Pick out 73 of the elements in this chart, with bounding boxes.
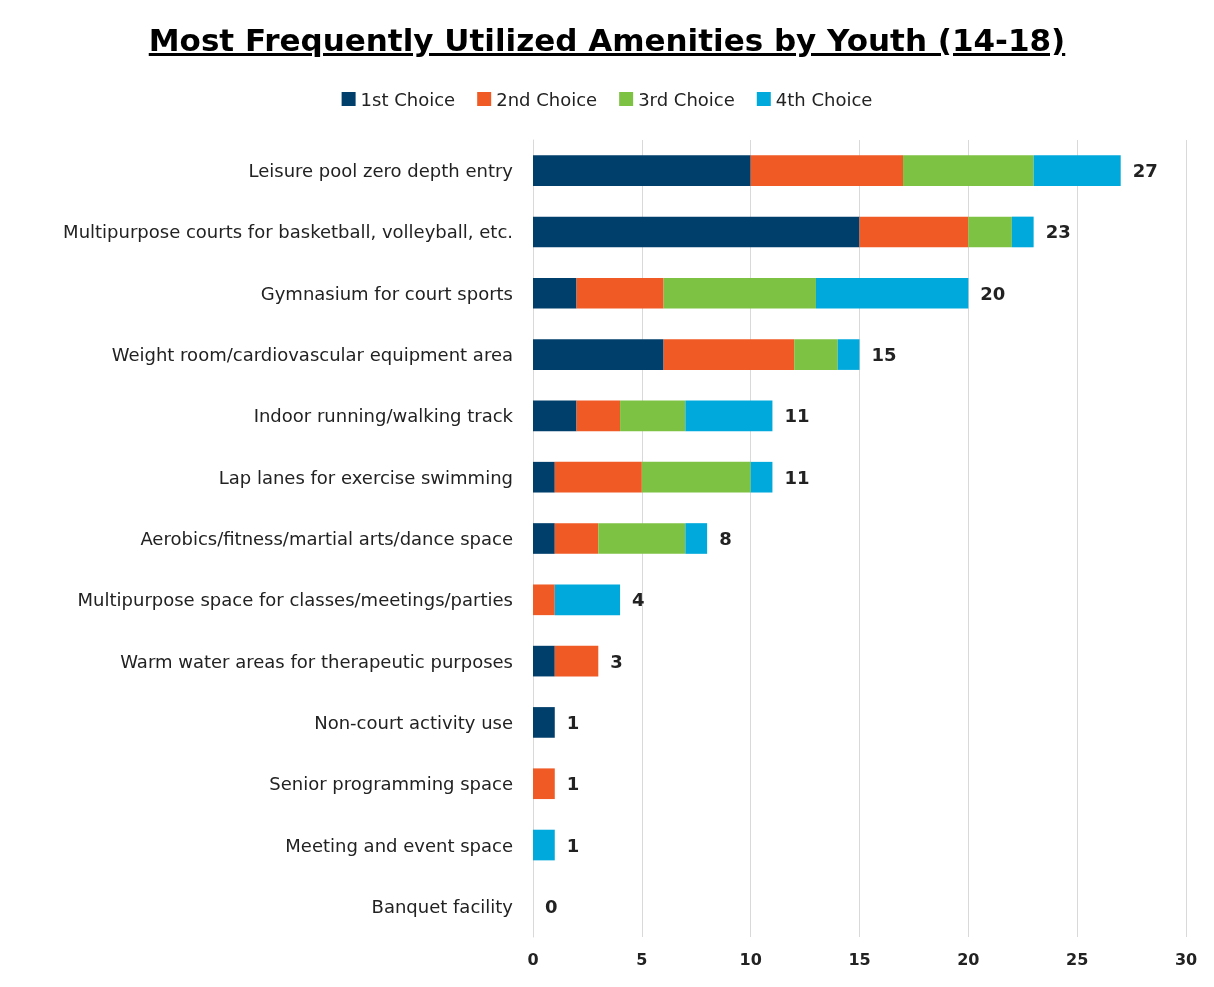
x-tick-label: 15 — [848, 949, 871, 969]
y-tick-label: Gymnasium for court sports — [260, 282, 513, 304]
y-tick-label: Lap lanes for exercise swimming — [218, 466, 513, 488]
total-label: 8 — [719, 528, 732, 549]
bar — [533, 155, 751, 186]
bar — [533, 461, 555, 493]
bar — [859, 216, 969, 248]
y-tick-label: Multipurpose courts for basketball, volleyball, etc. — [63, 221, 513, 243]
y-tick-label: Multipurpose space for classes/meetings/parties — [77, 589, 513, 611]
bar — [533, 523, 555, 554]
bar — [533, 339, 664, 370]
bar — [968, 216, 1012, 248]
total-label: 27 — [1132, 160, 1158, 182]
bar — [1011, 216, 1034, 248]
y-tick-label: Non-court activity use — [314, 711, 513, 733]
bar — [903, 155, 1034, 186]
bar — [685, 400, 773, 432]
total-label: 15 — [871, 344, 897, 366]
total-label: 1 — [566, 773, 580, 795]
x-tick-label: 0 — [527, 949, 539, 969]
total-label: 1 — [566, 834, 580, 856]
y-tick-label: Warm water areas for therapeutic purposes — [120, 650, 513, 672]
total-label: 11 — [784, 466, 810, 488]
x-tick-label: 10 — [739, 949, 762, 969]
total-label: 4 — [632, 589, 645, 611]
legend-label: 4th Choice — [775, 88, 873, 110]
bar — [685, 523, 708, 554]
bar — [533, 645, 555, 677]
total-label: 11 — [784, 405, 810, 427]
chart-title: Most Frequently Utilized Amenities by Youth (14-18) — [147, 22, 1067, 58]
y-tick-label: Aerobics/fitness/martial arts/dance space — [140, 528, 513, 549]
total-label: 3 — [610, 650, 623, 672]
legend-label: 3rd Choice — [638, 88, 735, 110]
bar — [533, 216, 860, 248]
y-tick-label: Indoor running/walking track — [253, 405, 514, 427]
bar — [663, 339, 795, 370]
bar — [1033, 155, 1121, 186]
legend-label: 2nd Choice — [496, 88, 598, 110]
y-tick-label: Weight room/cardiovascular equipment area — [111, 344, 513, 366]
bar — [598, 523, 686, 554]
bar — [815, 277, 969, 309]
total-label: 20 — [980, 282, 1006, 304]
y-tick-label: Meeting and event space — [285, 834, 513, 856]
bar — [576, 277, 664, 309]
bar — [837, 339, 860, 370]
bar — [554, 645, 599, 677]
total-label: 23 — [1045, 221, 1071, 243]
bar — [533, 400, 577, 432]
bar — [663, 277, 816, 309]
bar — [533, 707, 555, 738]
bar — [533, 768, 555, 800]
bar — [533, 277, 577, 309]
bar — [554, 523, 599, 554]
y-tick-label: Senior programming space — [269, 773, 513, 795]
bar — [533, 584, 555, 616]
bar — [554, 584, 621, 616]
x-tick-label: 5 — [636, 949, 648, 969]
x-tick-label: 20 — [957, 949, 980, 969]
bar — [554, 461, 642, 493]
bar — [750, 155, 904, 186]
bar — [641, 461, 751, 493]
legend-label: 1st Choice — [360, 88, 456, 110]
total-label: 1 — [566, 711, 580, 733]
y-tick-label: Banquet facility — [371, 895, 514, 917]
bar — [620, 400, 686, 432]
bar — [533, 829, 555, 861]
bar — [794, 339, 838, 370]
x-tick-label: 30 — [1174, 949, 1198, 969]
total-label: 0 — [545, 895, 558, 917]
y-tick-label: Leisure pool zero depth entry — [248, 160, 514, 182]
x-tick-label: 25 — [1066, 949, 1089, 969]
bar — [750, 461, 773, 493]
bar — [576, 400, 621, 432]
